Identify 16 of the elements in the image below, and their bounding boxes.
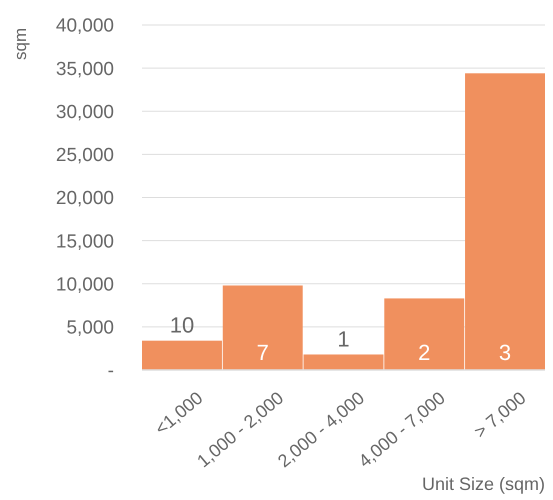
y-axis-title: sqm	[11, 28, 30, 60]
annotation: 2	[418, 340, 430, 365]
annotation: 3	[498, 340, 512, 365]
y-tick-label: 15,000	[56, 231, 114, 252]
annotation: 10	[170, 312, 194, 338]
y-tick-label: 5,000	[66, 318, 114, 339]
annotation: 1	[337, 326, 350, 352]
x-axis-title: Unit Size (sqm)	[422, 474, 545, 494]
y-tick-label: 30,000	[56, 102, 114, 123]
y-tick-label: 35,000	[56, 58, 114, 80]
y-tick-label: 20,000	[56, 188, 114, 210]
y-tick-label: 10,000	[56, 274, 114, 296]
y-tick-label: 25,000	[56, 145, 114, 166]
y-tick-label: -	[108, 360, 114, 382]
annotation: 7	[256, 340, 269, 365]
y-tick-label: 40,000	[56, 16, 114, 37]
